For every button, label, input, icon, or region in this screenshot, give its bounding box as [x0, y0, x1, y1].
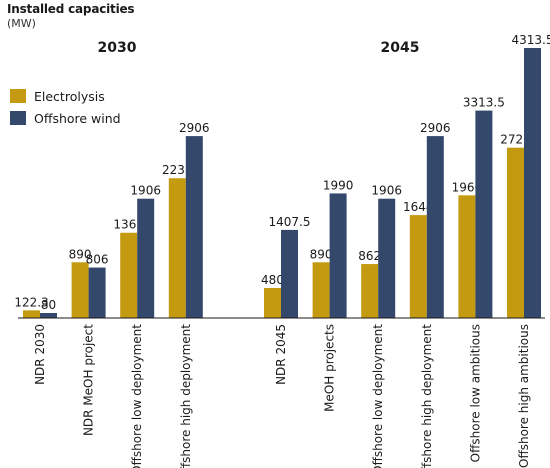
data-label-2030-offshore-high-deployment-offshore-wind: 2906	[179, 121, 210, 135]
bar-2045-offshore-high-deployment-offshore-wind	[426, 136, 444, 318]
data-label-2045-offshore-high-ambitious-offshore-wind: 4313.5	[512, 33, 550, 47]
bar-2030-ndr-meoh-project-electrolysis	[71, 262, 89, 318]
data-label-2045-offshore-low-ambitious-electrolysis: 1960	[452, 180, 483, 194]
data-label-2030-ndr-meoh-project-electrolysis: 890	[69, 247, 92, 261]
bar-2045-meoh-projects-electrolysis	[312, 262, 330, 318]
bar-2030-ndr-2030-offshore-wind	[40, 312, 57, 318]
data-label-2045-offshore-low-ambitious-offshore-wind: 3313.5	[463, 96, 505, 110]
bar-2030-offshore-high-deployment-offshore-wind	[185, 136, 203, 318]
bar-2045-offshore-high-ambitious-electrolysis	[507, 147, 524, 318]
x-tick-label-2030-offshore-low-deployment: Offshore low deployment	[130, 324, 144, 468]
data-label-2030-ndr-2030-offshore-wind: 80	[41, 298, 56, 312]
legend: Electrolysis Offshore wind	[10, 85, 121, 129]
data-label-2030-offshore-low-deployment-electrolysis: 1362	[113, 218, 144, 232]
x-tick-label-2045-offshore-high-deployment: Offshore high deployment	[420, 324, 434, 468]
chart-unit: (MW)	[7, 17, 36, 30]
bar-2045-offshore-high-ambitious-offshore-wind	[524, 48, 541, 318]
x-tick-label-2030-ndr-2030: NDR 2030	[33, 324, 47, 385]
bar-2030-offshore-low-deployment-electrolysis	[120, 232, 138, 318]
x-tick-label-2030-offshore-high-deployment: Offshore high deployment	[179, 324, 193, 468]
data-label-2030-ndr-meoh-project-offshore-wind: 806	[86, 253, 109, 267]
data-label-2045-offshore-low-deployment-electrolysis: 862	[358, 249, 381, 263]
data-label-2045-ndr-2045-electrolysis: 480	[261, 273, 284, 287]
x-tick-label-2045-ndr-2045: NDR 2045	[274, 324, 288, 385]
data-label-2045-offshore-high-deployment-offshore-wind: 2906	[420, 121, 451, 135]
bar-2045-meoh-projects-offshore-wind	[329, 193, 347, 318]
legend-label-electrolysis: Electrolysis	[34, 88, 105, 104]
bar-2045-offshore-low-deployment-electrolysis	[361, 264, 379, 318]
data-label-2045-meoh-projects-electrolysis: 890	[310, 247, 333, 261]
x-tick-label-2030-ndr-meoh-project: NDR MeOH project	[82, 324, 96, 436]
group-label-2045: 2045	[381, 40, 420, 56]
x-tick-label-2045-offshore-low-deployment: Offshore low deployment	[371, 324, 385, 468]
x-tick-label-2045-offshore-high-ambitious: Offshore high ambitious	[517, 324, 531, 468]
data-label-2030-offshore-high-deployment-electrolysis: 2233	[162, 163, 193, 177]
bar-2030-ndr-2030-electrolysis	[23, 310, 40, 318]
legend-swatch-electrolysis	[10, 89, 26, 103]
x-tick-label-2045-meoh-projects: MeOH projects	[323, 324, 337, 412]
legend-swatch-offshore-wind	[10, 111, 26, 125]
data-label-2045-offshore-low-deployment-offshore-wind: 1906	[371, 184, 402, 198]
data-label-2045-offshore-high-deployment-electrolysis: 1644	[403, 200, 434, 214]
bar-2045-offshore-low-ambitious-electrolysis	[458, 195, 476, 318]
bar-2030-offshore-high-deployment-electrolysis	[168, 178, 186, 318]
bar-2030-offshore-low-deployment-offshore-wind	[137, 198, 155, 318]
legend-item-offshore-wind: Offshore wind	[10, 107, 121, 129]
bar-2045-offshore-low-ambitious-offshore-wind	[475, 110, 493, 318]
data-label-2030-offshore-low-deployment-offshore-wind: 1906	[130, 184, 161, 198]
data-label-2045-ndr-2045-offshore-wind: 1407.5	[269, 215, 311, 229]
x-tick-label-2045-offshore-low-ambitious: Offshore low ambitious	[468, 324, 482, 462]
legend-label-offshore-wind: Offshore wind	[34, 110, 121, 126]
bar-2045-offshore-high-deployment-electrolysis	[409, 215, 427, 318]
data-label-2045-meoh-projects-offshore-wind: 1990	[323, 178, 354, 192]
bar-2045-ndr-2045-offshore-wind	[281, 229, 298, 318]
bar-2045-ndr-2045-electrolysis	[264, 287, 281, 318]
bar-2045-offshore-low-deployment-offshore-wind	[378, 198, 396, 318]
chart-title: Installed capacities	[7, 2, 135, 16]
data-label-2030-ndr-2030-electrolysis: 122.3	[14, 295, 48, 309]
legend-item-electrolysis: Electrolysis	[10, 85, 121, 107]
data-label-2045-offshore-high-ambitious-electrolysis: 2721	[500, 133, 531, 147]
group-label-2030: 2030	[98, 40, 137, 56]
bar-2030-ndr-meoh-project-offshore-wind	[88, 267, 106, 318]
